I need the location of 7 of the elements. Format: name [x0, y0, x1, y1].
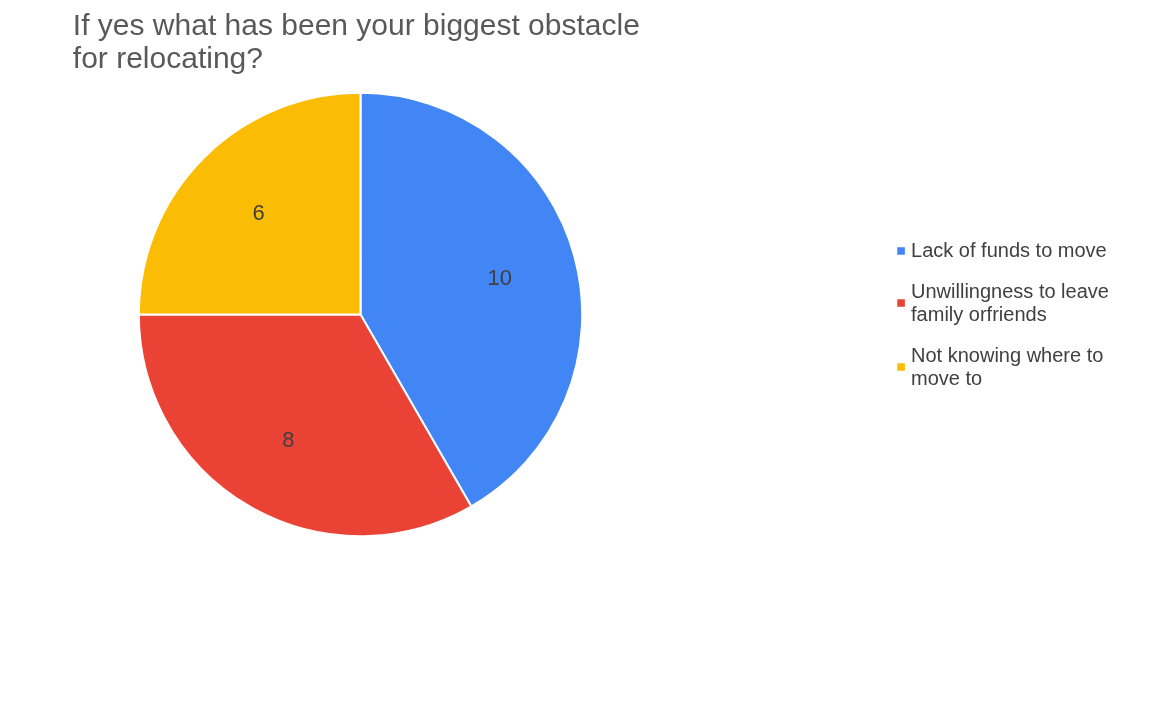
- legend-label: Not knowing where to move to: [911, 343, 1104, 390]
- legend-label: Lack of funds to move: [911, 238, 1107, 262]
- data-label: 8: [282, 426, 295, 452]
- legend-label: Unwillingness to leave family orfriends: [911, 279, 1109, 326]
- data-label: 6: [252, 200, 265, 226]
- chart-title: If yes what has been your biggest obstacle for relocating?: [72, 7, 640, 74]
- data-label: 10: [487, 264, 512, 290]
